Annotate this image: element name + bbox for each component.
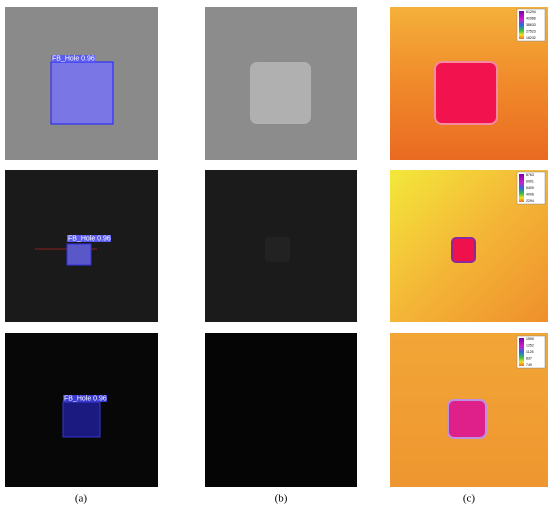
colorbar-label: 2294 [526, 199, 534, 203]
defect [451, 237, 476, 263]
colorbar [519, 338, 524, 366]
colorbar-label: 38633 [526, 23, 536, 27]
column-label: (a) [75, 493, 88, 505]
detection-box [62, 401, 101, 438]
colorbar-label: 4006 [526, 192, 534, 196]
colorbar [519, 11, 524, 39]
colorbar-label: 16232 [526, 36, 536, 40]
detection-label: FB_Hole 0.96 [52, 55, 95, 62]
colorbar-label: 1590 [526, 337, 534, 341]
colorbar-label: 837 [526, 356, 532, 360]
label-bg [51, 55, 95, 62]
colorbar-label: 8763 [526, 173, 534, 177]
colorbar-label: 27523 [526, 29, 536, 33]
colorbar-label: 61294 [526, 10, 536, 14]
defect [250, 62, 311, 124]
colorbar [519, 174, 524, 202]
column-label: (c) [463, 493, 476, 505]
detection-label: FB_Hole 0.96 [68, 235, 111, 242]
detection-box [66, 243, 92, 266]
colorbar-label: 1252 [526, 343, 534, 347]
defect [434, 61, 498, 125]
defect [447, 399, 487, 439]
detection-label: FB_Hole 0.96 [64, 395, 107, 402]
colorbar-label: 1125 [526, 350, 534, 354]
detection-box [50, 61, 114, 125]
image-panel [205, 333, 357, 487]
label-bg [67, 235, 111, 242]
label-bg [63, 395, 107, 402]
colorbar-label: 749 [526, 363, 532, 367]
colorbar-label: 6901 [526, 179, 534, 183]
colorbar-label: 5409 [526, 186, 534, 190]
column-label: (b) [275, 493, 288, 505]
colorbar-label: 42966 [526, 16, 536, 20]
defect [265, 237, 290, 262]
